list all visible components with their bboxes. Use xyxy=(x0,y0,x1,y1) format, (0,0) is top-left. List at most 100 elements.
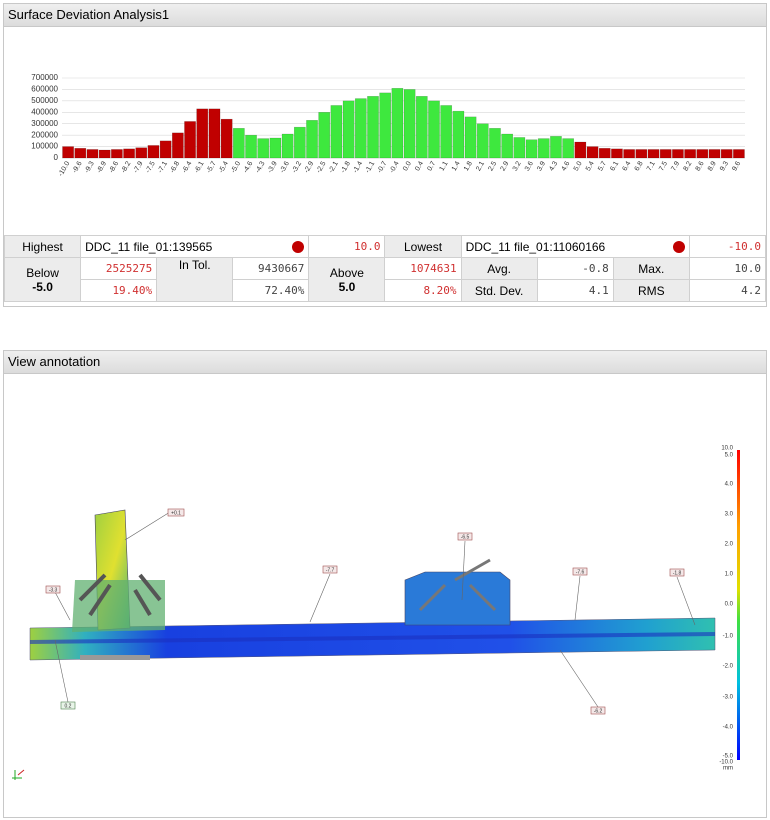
value: 72.40% xyxy=(232,279,310,302)
bar xyxy=(74,148,87,159)
bar xyxy=(489,128,501,159)
bar xyxy=(537,138,550,159)
x-tick-label: 0.0 xyxy=(402,160,413,172)
scale-label: -5.0 xyxy=(723,754,734,760)
x-tick-label: 1.1 xyxy=(439,160,450,172)
annotation: 0.2 xyxy=(65,703,72,709)
x-tick-label: 9.3 xyxy=(719,160,730,172)
limit: 5.0 xyxy=(338,279,356,294)
bar xyxy=(623,149,635,159)
bar xyxy=(220,118,233,159)
bar xyxy=(367,96,379,159)
bar xyxy=(342,100,355,159)
x-tick-label: 6.4 xyxy=(622,160,633,172)
bar xyxy=(293,126,306,159)
x-tick-label: 0.4 xyxy=(414,160,425,172)
bar xyxy=(281,133,294,159)
x-tick-label: 2.1 xyxy=(475,160,486,172)
bar xyxy=(379,92,392,159)
beam xyxy=(29,617,716,661)
bracket xyxy=(404,558,511,626)
panel-title: Surface Deviation Analysis1 xyxy=(4,4,766,27)
annotation: -1.8 xyxy=(673,570,682,576)
annotation: -7.7 xyxy=(326,567,335,573)
y-tick-label: 700000 xyxy=(31,73,58,82)
bar xyxy=(135,147,148,159)
histogram: 0 100000 200000 300000 400000 500000 600000 700… xyxy=(31,73,745,178)
bar xyxy=(562,138,575,159)
annotation: +0.1 xyxy=(171,510,181,516)
bar xyxy=(647,149,660,159)
x-tick-label: 8.6 xyxy=(695,160,706,172)
marker xyxy=(672,240,685,253)
bar xyxy=(403,89,416,159)
bar xyxy=(172,132,184,159)
value: 4.2 xyxy=(688,279,767,302)
bar xyxy=(257,138,270,159)
bar xyxy=(86,149,99,159)
bar xyxy=(708,149,721,159)
scale-label: 5.0 xyxy=(725,453,734,459)
label: Above xyxy=(329,265,364,280)
y-tick-label: 0 xyxy=(54,153,59,162)
bar xyxy=(513,137,526,159)
x-tick-label: 8.2 xyxy=(683,160,694,172)
bar xyxy=(98,149,111,159)
x-tick-label: 1.8 xyxy=(463,160,474,172)
bar xyxy=(452,110,465,159)
x-tick-label: 7.1 xyxy=(646,160,657,172)
axis-triad xyxy=(12,769,25,780)
scale-label: -1.0 xyxy=(723,634,734,640)
bar xyxy=(598,148,611,159)
cell: Below -5.0 xyxy=(3,257,82,302)
annotation: -7.6 xyxy=(576,569,585,575)
annotation: -6.5 xyxy=(461,534,470,540)
bar xyxy=(354,98,367,159)
scale-label: 1.0 xyxy=(725,572,734,578)
bar xyxy=(123,148,135,159)
bar xyxy=(586,146,599,159)
y-tick-label: 100000 xyxy=(31,142,58,151)
bar xyxy=(184,121,196,159)
value: 8.20% xyxy=(384,279,462,302)
annotation: -3.3 xyxy=(49,587,58,593)
bar xyxy=(111,149,123,159)
y-tick-label: 600000 xyxy=(31,85,58,94)
bar xyxy=(611,148,623,159)
bar xyxy=(415,96,428,159)
bar xyxy=(733,149,745,159)
name: DDC_11 file_01:11060166 xyxy=(465,239,606,254)
label: Avg. xyxy=(460,257,538,280)
scale-label: -3.0 xyxy=(723,695,734,701)
bar xyxy=(696,149,709,159)
x-tick-label: 2.9 xyxy=(500,160,511,172)
color-scale: 10.0 5.0 4.0 3.0 2.0 1.0 0.0 -1.0 -2.0 -… xyxy=(719,446,740,772)
limit: -5.0 xyxy=(32,279,53,294)
x-tick-label: 3.6 xyxy=(524,160,535,172)
label: Below xyxy=(26,265,59,280)
y-tick-label: 400000 xyxy=(31,107,58,116)
marker xyxy=(292,240,305,253)
bar xyxy=(233,128,245,159)
bar xyxy=(245,134,257,159)
bar xyxy=(672,149,684,159)
panel-title: View annotation xyxy=(4,351,766,374)
scale-label: 3.0 xyxy=(725,512,734,518)
bar xyxy=(440,105,453,159)
x-tick-label: 6.1 xyxy=(609,160,620,172)
bar xyxy=(269,137,282,159)
bar xyxy=(550,136,562,159)
y-tick-label: 500000 xyxy=(31,96,58,105)
bar xyxy=(525,139,538,159)
annotation: -6.2 xyxy=(594,708,603,714)
value: 19.40% xyxy=(80,279,158,302)
x-tick-label: 1.4 xyxy=(451,160,462,172)
bar xyxy=(428,100,440,159)
bar xyxy=(208,108,221,159)
bar xyxy=(659,149,672,159)
column xyxy=(72,509,165,632)
x-tick-label: 5.7 xyxy=(597,160,608,172)
stats-table: Highest DDC_11 file_01:139565 10.0 Lowes… xyxy=(3,235,767,302)
bar xyxy=(720,149,733,159)
